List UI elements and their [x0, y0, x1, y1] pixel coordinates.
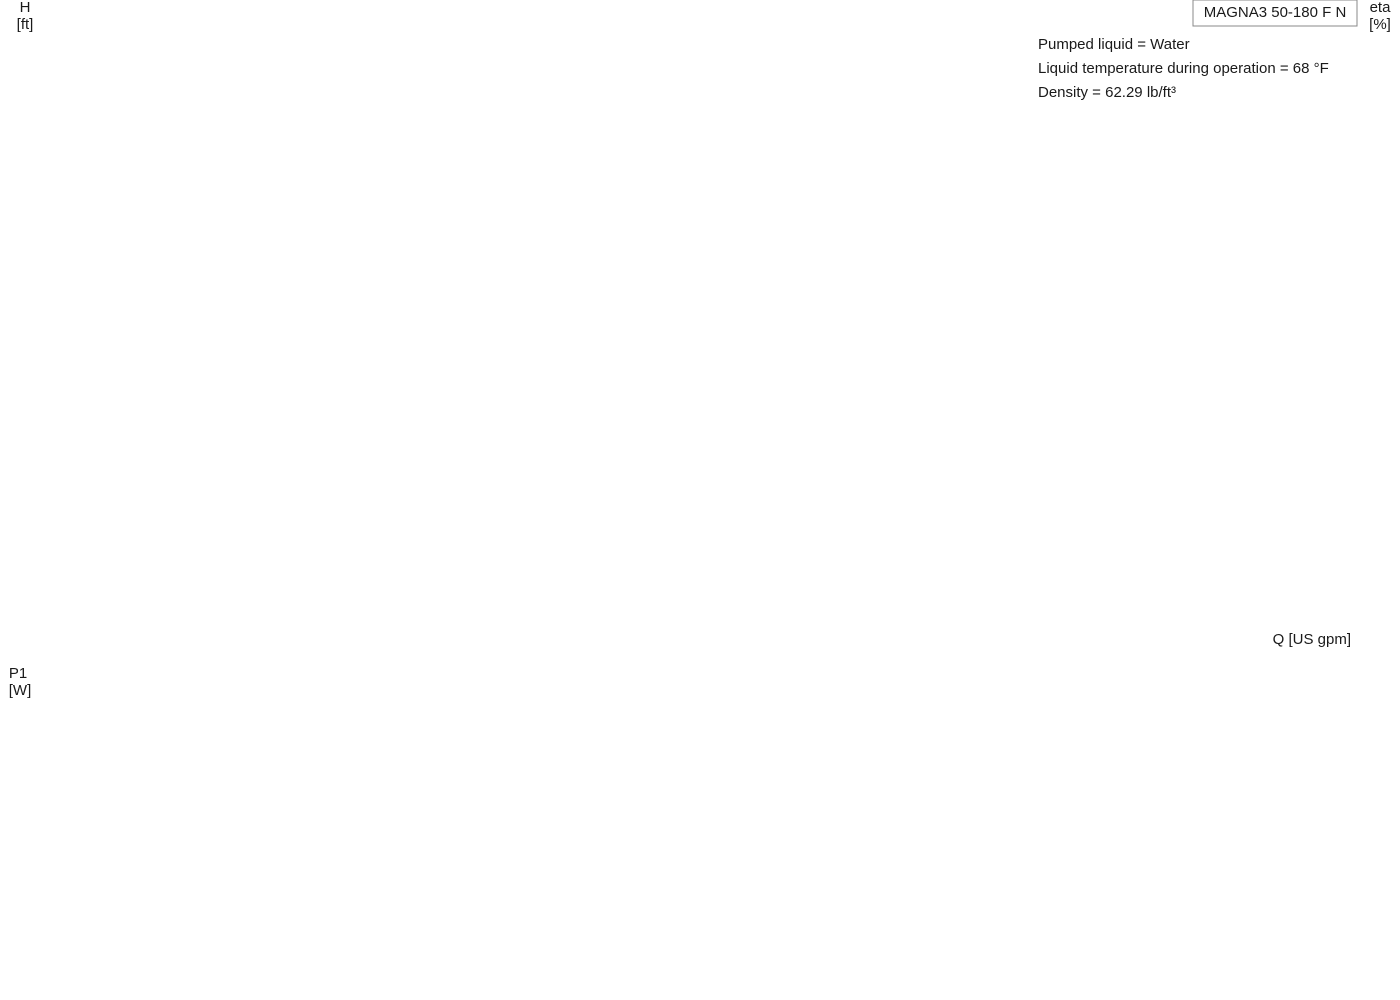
annotation: Liquid temperature during operation = 68… [1038, 60, 1329, 77]
text-layer: H [ft] eta [%] Q [US gpm] MAGNA3 50-180 … [9, 0, 1391, 699]
title-box [1192, 0, 1358, 27]
y2-axis-label: eta [1370, 0, 1392, 16]
y-axis-unit: [W] [9, 682, 32, 699]
y-axis-label: P1 [9, 665, 27, 682]
y-axis-label: H [20, 0, 31, 16]
chart-title: MAGNA3 50-180 F N [1204, 4, 1347, 21]
annotation: Pumped liquid = Water [1038, 36, 1190, 53]
y-axis-unit: [ft] [17, 16, 34, 33]
x-axis-label: Q [US gpm] [1273, 631, 1351, 648]
annotation: Density = 62.29 lb/ft³ [1038, 84, 1176, 101]
y2-axis-unit: [%] [1369, 16, 1391, 33]
